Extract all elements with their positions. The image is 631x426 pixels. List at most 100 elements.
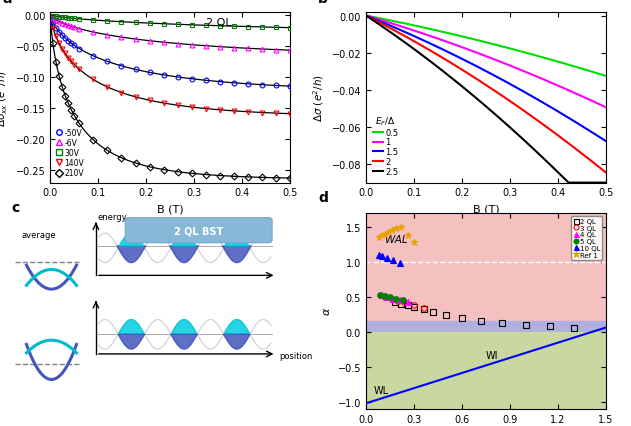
Line: 1.5: 1.5 <box>366 17 606 142</box>
4 QL <box>389 296 397 302</box>
1.5 <box>391 26 399 31</box>
2.5 <box>362 14 370 19</box>
2.5 <box>391 34 399 39</box>
0.5 <box>391 20 399 25</box>
Text: WL: WL <box>374 386 389 396</box>
Ref 1 <box>392 226 400 231</box>
0.5 <box>362 14 370 19</box>
2 <box>602 170 610 176</box>
2.5 <box>535 152 543 157</box>
2 QL <box>522 322 529 328</box>
2 QL <box>458 315 466 320</box>
1 <box>602 105 610 110</box>
Text: 2 QL BST: 2 QL BST <box>174 226 223 236</box>
Text: WI: WI <box>486 351 498 360</box>
2 <box>440 57 448 62</box>
Text: a: a <box>3 0 12 6</box>
2.5 <box>565 181 573 186</box>
1 <box>362 14 370 19</box>
2.5 <box>536 153 544 158</box>
Ref 1 <box>398 225 405 230</box>
2.5 <box>602 181 610 186</box>
2.5 <box>440 70 448 75</box>
2 QL <box>546 324 553 329</box>
1 <box>440 39 448 44</box>
1.5 <box>536 99 544 104</box>
0.5 <box>602 74 610 79</box>
4 QL <box>378 293 386 298</box>
1.5 <box>513 86 521 91</box>
10 QL <box>389 258 397 263</box>
Line: Ref 1: Ref 1 <box>375 224 418 246</box>
Text: d: d <box>318 190 328 204</box>
2.5 <box>513 132 521 137</box>
3 QL <box>388 296 396 302</box>
Ref 1 <box>388 228 396 233</box>
4 QL <box>396 298 403 303</box>
Line: 1: 1 <box>366 17 606 108</box>
Ref 1 <box>410 240 418 245</box>
Bar <box>366 332 606 409</box>
2 <box>457 67 464 72</box>
Ref 1 <box>404 233 411 238</box>
Ref 1 <box>381 231 389 236</box>
Legend: 2 QL, 3 QL, 4 QL, 5 QL, 10 QL, Ref 1: 2 QL, 3 QL, 4 QL, 5 QL, 10 QL, Ref 1 <box>572 216 602 260</box>
Line: 3 QL: 3 QL <box>382 294 427 311</box>
Ref 1 <box>384 230 392 235</box>
1 <box>391 23 399 28</box>
2 QL <box>570 325 577 330</box>
2 QL <box>477 318 485 323</box>
2 QL <box>420 307 427 312</box>
3 QL <box>381 294 389 299</box>
10 QL <box>383 256 391 261</box>
5 QL <box>399 298 406 303</box>
Bar <box>366 322 606 332</box>
3 QL <box>420 305 427 311</box>
Text: c: c <box>11 200 20 214</box>
1.5 <box>457 57 464 62</box>
Y-axis label: $\alpha$: $\alpha$ <box>322 306 332 316</box>
Ref 1 <box>378 233 386 238</box>
Line: 5 QL: 5 QL <box>377 292 406 303</box>
FancyBboxPatch shape <box>125 218 272 243</box>
Text: energy: energy <box>97 213 127 222</box>
1 <box>457 45 464 50</box>
Line: 4 QL: 4 QL <box>379 293 410 305</box>
0.5 <box>535 55 543 60</box>
1.5 <box>440 49 448 54</box>
Text: WAL: WAL <box>385 234 408 245</box>
1 <box>513 66 521 72</box>
3 QL <box>410 303 418 308</box>
4 QL <box>383 294 391 299</box>
Legend: 0.5, 1, 1.5, 2, 2.5: 0.5, 1, 1.5, 2, 2.5 <box>370 112 401 179</box>
2 QL <box>442 313 450 318</box>
2 <box>391 29 399 34</box>
2 QL <box>391 300 399 305</box>
Bar <box>366 213 606 322</box>
2 QL <box>410 304 418 309</box>
2.5 <box>457 83 464 89</box>
10 QL <box>396 261 403 266</box>
1.5 <box>602 139 610 144</box>
5 QL <box>386 295 394 300</box>
Line: 2.5: 2.5 <box>366 17 606 183</box>
Text: average: average <box>21 230 56 239</box>
5 QL <box>381 294 389 299</box>
5 QL <box>377 292 384 297</box>
0.5 <box>536 55 544 60</box>
1 <box>536 76 544 81</box>
2 QL <box>498 320 505 325</box>
Text: 2 QL: 2 QL <box>206 18 231 28</box>
2 QL <box>398 302 405 307</box>
4 QL <box>404 300 411 305</box>
X-axis label: B (T): B (T) <box>157 204 184 213</box>
Line: 0.5: 0.5 <box>366 17 606 77</box>
Y-axis label: $\Delta\sigma$ ($e^2/h$): $\Delta\sigma$ ($e^2/h$) <box>311 74 326 122</box>
Legend: -50V, -6V, 30V, 140V, 210V: -50V, -6V, 30V, 140V, 210V <box>54 127 86 179</box>
2 <box>536 121 544 126</box>
2 QL <box>429 310 437 315</box>
0.5 <box>513 49 521 54</box>
2 <box>535 120 543 125</box>
1.5 <box>362 14 370 19</box>
2 QL <box>404 303 411 308</box>
